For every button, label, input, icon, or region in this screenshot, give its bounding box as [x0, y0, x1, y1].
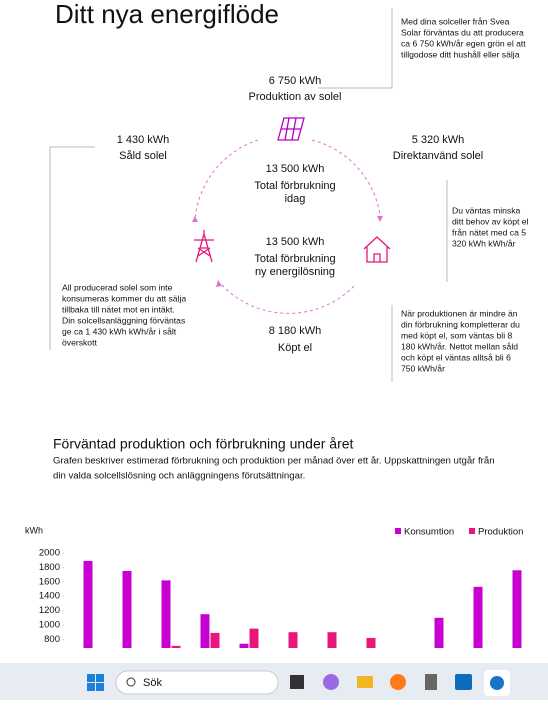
search-icon: [126, 677, 136, 687]
bar: [161, 580, 171, 648]
note-line: konsumeras kommer du att sälja: [62, 293, 186, 303]
note-line: All producerad solel som inte: [62, 282, 173, 292]
today-label: Total förbrukning: [254, 180, 335, 192]
sold-label: Såld solel: [119, 150, 167, 162]
bar: [327, 632, 337, 648]
note-line: ca 6 750 kWh/år egen grön el att: [401, 38, 526, 48]
y-tick-label: 1600: [39, 576, 60, 587]
app-icon[interactable]: [425, 674, 437, 690]
note-line: Solar förväntas du att producera: [401, 27, 524, 37]
app-icon[interactable]: [455, 674, 472, 690]
app-icon[interactable]: [323, 674, 339, 690]
bought-label: Köpt el: [278, 342, 312, 354]
sold-value: 1 430 kWh: [117, 134, 170, 146]
note-line: från nätet med ca 5: [452, 227, 526, 237]
new-label: ny energilösning: [255, 266, 335, 278]
legend-swatch: [469, 528, 475, 534]
page-title: Ditt nya energiflöde: [55, 0, 279, 29]
note-line: och köpt el väntas alltså bli 6: [401, 352, 511, 362]
note-line: 320 kWh kWh/år: [452, 238, 516, 248]
y-tick-label: 1400: [39, 591, 60, 602]
note-line: med köpt el, som väntas bli 8: [401, 330, 513, 340]
new-value: 13 500 kWh: [266, 236, 325, 248]
bar: [366, 637, 376, 648]
direct-value: 5 320 kWh: [412, 134, 465, 146]
flow-circle: [194, 139, 381, 314]
note-line: Med dina solceller från Svea: [401, 16, 510, 26]
bar: [210, 632, 220, 648]
bar: [200, 614, 210, 648]
note-line: tillbaka till nätet mot en intäkt.: [62, 304, 175, 314]
app-icon[interactable]: [357, 676, 373, 688]
note-line: 180 kWh/år. Nettot mellan såld: [401, 341, 518, 351]
bought-value: 8 180 kWh: [269, 325, 322, 337]
today-value: 13 500 kWh: [266, 163, 325, 175]
flow-arc: [194, 139, 259, 221]
y-tick-label: 800: [44, 634, 60, 645]
note-line: [318, 8, 393, 89]
search-text[interactable]: Sök: [143, 677, 162, 689]
direct-label: Direktanvänd solel: [393, 150, 484, 162]
arrow: [192, 216, 198, 222]
arrow: [377, 216, 383, 222]
flow-arc: [221, 284, 356, 314]
note-line: ge ca 1 430 kWh kWh/år i sålt: [62, 326, 177, 336]
chart-subtitle: din valda solcellslösning och anläggning…: [53, 471, 305, 482]
chart-title: Förväntad produktion och förbrukning und…: [53, 436, 354, 452]
note-line: överskott: [62, 337, 97, 347]
y-axis-label: kWh: [25, 525, 43, 535]
start-button[interactable]: [87, 674, 104, 691]
note-line: Din solcellsanläggning förväntas: [62, 315, 185, 325]
legend-label: Produktion: [478, 527, 523, 538]
search-box[interactable]: [115, 670, 279, 695]
note-line: tillgodose ditt hushåll eller sälja: [401, 49, 520, 59]
arrow: [216, 280, 222, 287]
note-lines: [49, 8, 448, 382]
note-line: 750 kWh/år: [401, 363, 445, 373]
bar: [288, 632, 298, 648]
bar: [473, 586, 483, 648]
new-label: Total förbrukning: [254, 253, 335, 265]
production-value: 6 750 kWh: [269, 75, 322, 87]
note-line: ditt behov av köpt el: [452, 216, 529, 226]
y-tick-label: 1200: [39, 605, 60, 616]
y-tick-label: 2000: [39, 548, 60, 559]
bar: [239, 643, 249, 648]
app-icon[interactable]: [290, 675, 304, 689]
note-line: [49, 146, 95, 350]
house-icon: [363, 236, 391, 263]
chart-subtitle: Grafen beskriver estimerad förbrukning o…: [53, 456, 495, 467]
note-line: Du väntas minska: [452, 205, 521, 215]
app-icon[interactable]: [490, 676, 504, 690]
bar: [83, 560, 93, 648]
note-line: din förbrukning kompletterar du: [401, 319, 520, 329]
legend-label: Konsumtion: [404, 527, 454, 538]
bar: [171, 645, 181, 648]
legend-swatch: [395, 528, 401, 534]
arrows: [192, 216, 383, 287]
solar-icon: [277, 117, 305, 141]
bar: [434, 617, 444, 648]
note-line: När produktionen är mindre än: [401, 308, 518, 318]
production-label: Produktion av solel: [249, 91, 342, 103]
bar: [122, 571, 132, 648]
tower-icon: [194, 230, 214, 263]
today-label: idag: [285, 193, 306, 205]
y-tick-label: 1800: [39, 562, 60, 573]
bar: [512, 570, 522, 648]
app-icon[interactable]: [390, 674, 406, 690]
y-tick-label: 1000: [39, 620, 60, 631]
bar: [249, 628, 259, 648]
flow-arc: [311, 139, 381, 216]
